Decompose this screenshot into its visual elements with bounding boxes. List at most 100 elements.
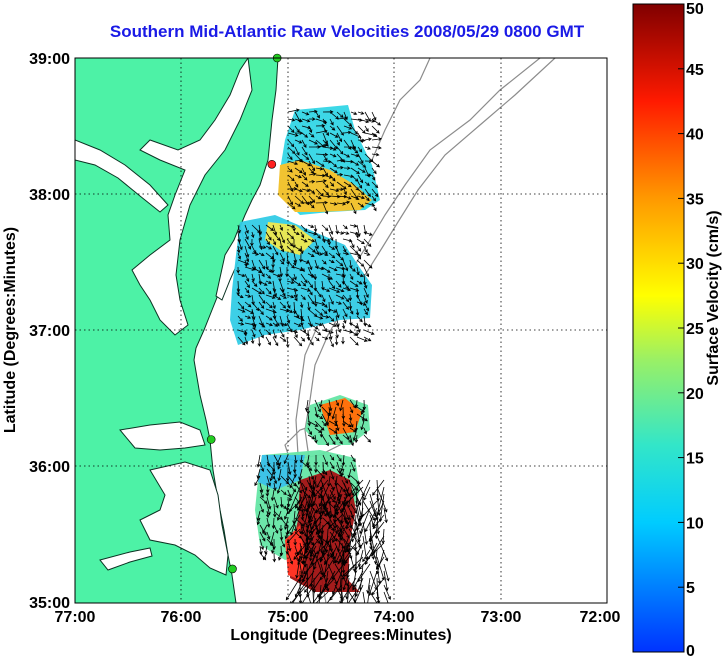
velocity-arrow: [366, 542, 385, 560]
velocity-arrow: [266, 496, 272, 510]
colorbar-label: Surface Velocity (cm/s): [705, 210, 722, 385]
velocity-arrow: [295, 556, 301, 579]
velocity-arrow: [312, 591, 315, 603]
velocity-arrow: [342, 245, 347, 253]
velocity-arrow: [333, 507, 337, 530]
velocity-arrow: [329, 202, 338, 206]
velocity-arrow: [315, 591, 329, 603]
velocity-arrow: [383, 563, 390, 582]
velocity-arrow: [256, 510, 261, 522]
velocity-arrow: [294, 181, 299, 188]
velocity-arrow: [329, 188, 340, 193]
velocity-arrow: [315, 521, 329, 535]
velocity-arrow: [244, 280, 250, 289]
velocity-arrow: [294, 202, 302, 207]
velocity-arrow: [314, 427, 322, 434]
velocity-arrow: [314, 266, 325, 271]
velocity-arrow: [328, 434, 336, 445]
velocity-arrow: [347, 591, 357, 603]
velocity-arrow: [349, 420, 354, 428]
velocity-arrow: [348, 294, 353, 302]
velocity-arrow: [321, 238, 331, 243]
velocity-arrow: [266, 503, 271, 516]
x-tick-labels: 77:00 76:00 75:00 74:00 73:00 72:00: [55, 609, 621, 626]
velocity-arrow: [321, 308, 328, 315]
velocity-arrow: [341, 563, 357, 580]
velocity-arrow: [307, 252, 315, 258]
velocity-arrow: [321, 287, 331, 292]
velocity-arrow: [357, 195, 365, 200]
velocity-arrow: [286, 514, 301, 535]
colorbar-tick-label: 5: [686, 580, 695, 597]
velocity-arrow: [313, 542, 322, 570]
velocity-arrow: [315, 200, 329, 205]
colorbar-tick-label: 20: [686, 386, 704, 403]
velocity-arrow: [265, 231, 272, 241]
velocity-arrow: [273, 475, 278, 485]
velocity-arrow: [287, 482, 297, 493]
velocity-arrow: [341, 322, 346, 330]
velocity-arrow: [349, 322, 359, 329]
velocity-arrow: [321, 434, 329, 447]
velocity-arrow: [300, 280, 307, 287]
velocity-arrow: [347, 468, 352, 479]
velocity-arrow: [322, 118, 327, 125]
velocity-arrow: [342, 294, 350, 303]
velocity-arrow: [259, 538, 265, 551]
velocity-arrow: [376, 479, 380, 502]
velocity-arrow: [314, 308, 324, 316]
velocity-arrow: [265, 322, 274, 327]
velocity-arrow: [343, 166, 351, 170]
velocity-arrow: [325, 413, 330, 426]
velocity-arrow: [272, 287, 277, 298]
velocity-arrow: [323, 486, 336, 510]
velocity-arrow: [287, 195, 293, 206]
velocity-arrow: [300, 294, 306, 301]
velocity-arrow: [371, 577, 385, 596]
velocity-arrow: [294, 158, 303, 163]
velocity-arrow: [287, 153, 293, 161]
velocity-arrow: [287, 125, 295, 134]
velocity-arrow: [361, 413, 366, 422]
velocity-arrow: [342, 231, 350, 235]
velocity-arrow: [328, 336, 334, 348]
velocity-arrow: [356, 238, 365, 245]
velocity-arrow: [294, 146, 300, 156]
velocity-arrow: [340, 468, 345, 477]
velocity-arrow: [356, 322, 361, 333]
velocity-arrow: [313, 273, 318, 281]
velocity-arrow: [328, 245, 336, 250]
velocity-arrow: [322, 125, 329, 137]
velocity-arrow: [287, 139, 295, 148]
velocity-arrow: [371, 202, 377, 212]
velocity-arrow: [269, 468, 275, 482]
velocity-arrow: [336, 158, 345, 163]
velocity-arrow: [269, 531, 275, 546]
velocity-arrow: [360, 406, 365, 416]
colorbar-tick-label: 25: [686, 321, 704, 338]
velocity-arrow: [294, 174, 302, 179]
velocity-arrow: [266, 475, 272, 487]
velocity-arrow: [371, 167, 377, 175]
velocity-arrow: [319, 549, 329, 562]
velocity-arrow: [335, 308, 340, 319]
y-tick-label: 35:00: [29, 595, 70, 612]
velocity-arrow: [256, 454, 261, 468]
velocity-arrow: [356, 273, 364, 278]
velocity-arrow: [327, 514, 343, 530]
velocity-arrow: [328, 252, 336, 259]
velocity-arrow: [314, 336, 320, 342]
velocity-arrow: [301, 188, 311, 193]
velocity-arrow: [360, 420, 365, 431]
velocity-arrow: [313, 549, 324, 576]
colorbar: [632, 3, 685, 653]
velocity-arrow: [313, 224, 318, 233]
velocity-arrow: [258, 259, 266, 270]
velocity-arrow: [300, 224, 308, 233]
velocity-arrow: [368, 521, 385, 542]
velocity-arrow: [350, 489, 355, 497]
velocity-arrow: [371, 132, 378, 138]
velocity-arrow: [363, 231, 373, 236]
velocity-arrow: [243, 329, 248, 337]
